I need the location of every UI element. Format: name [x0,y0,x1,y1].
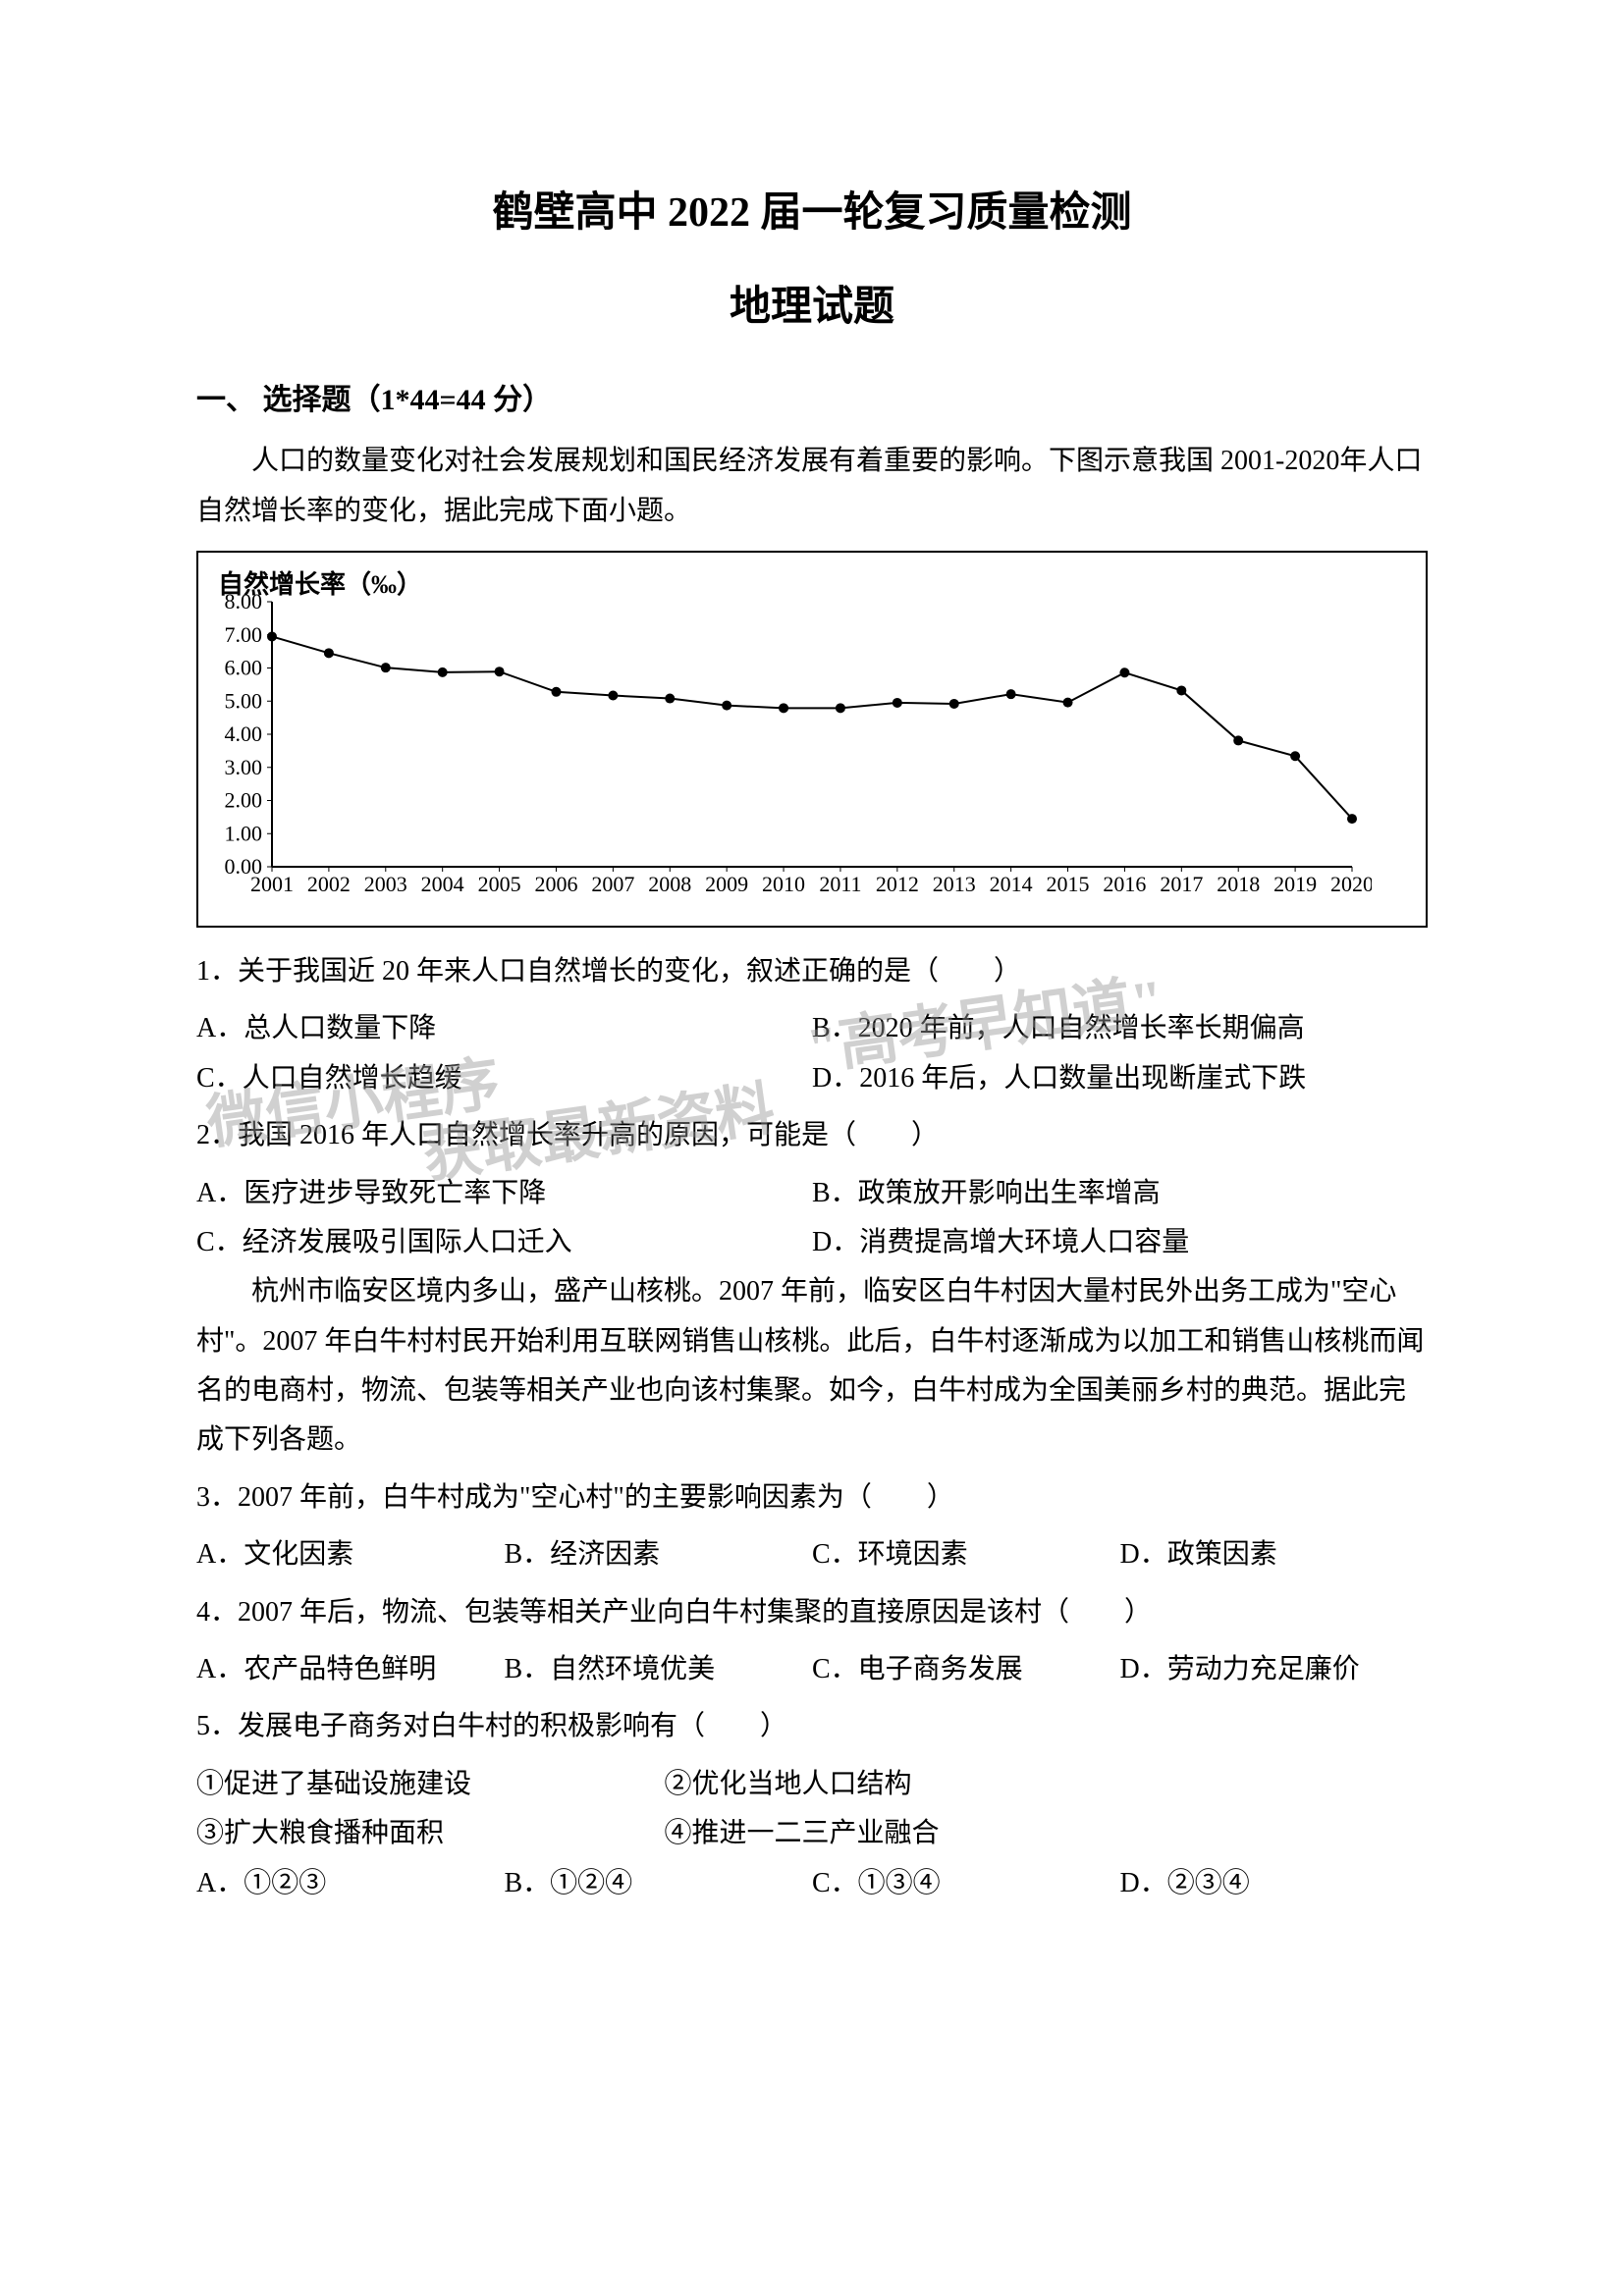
page-title: 鹤壁高中 2022 届一轮复习质量检测 [196,177,1428,251]
svg-text:2005: 2005 [478,872,521,896]
q5-option-a: A．①②③ [196,1859,505,1908]
svg-text:2014: 2014 [990,872,1033,896]
q5-statement-2: ②优化当地人口结构 [665,1760,1158,1809]
svg-text:2018: 2018 [1217,872,1260,896]
q5-statement-1: ①促进了基础设施建设 [196,1760,665,1809]
q2-option-b: B．政策放开影响出生率增高 [812,1169,1428,1218]
svg-text:8.00: 8.00 [225,589,263,614]
svg-text:2009: 2009 [705,872,748,896]
q5-statement-4: ④推进一二三产业融合 [665,1809,1158,1858]
q4-option-c: C．电子商务发展 [812,1645,1120,1694]
svg-text:7.00: 7.00 [225,622,263,647]
q5-option-c: C．①③④ [812,1859,1120,1908]
q5-statement-3: ③扩大粮食播种面积 [196,1809,665,1858]
intro-paragraph: 人口的数量变化对社会发展规划和国民经济发展有着重要的影响。下图示意我国 2001… [196,437,1428,536]
q4-option-a: A．农产品特色鲜明 [196,1645,505,1694]
question-5-stem: 5．发展电子商务对白牛村的积极影响有（ ） [196,1702,1428,1751]
svg-text:2006: 2006 [534,872,577,896]
q3-option-a: A．文化因素 [196,1530,505,1579]
svg-text:2008: 2008 [648,872,691,896]
question-1-stem: 1．关于我国近 20 年来人口自然增长的变化，叙述正确的是（ ） [196,947,1428,996]
growth-rate-chart: 自然增长率（‰） 0.001.002.003.004.005.006.007.0… [196,551,1428,928]
svg-text:2013: 2013 [933,872,976,896]
q2-option-a: A．医疗进步导致死亡率下降 [196,1169,812,1218]
q4-option-d: D．劳动力充足廉价 [1120,1645,1429,1694]
chart-svg: 0.001.002.003.004.005.006.007.008.002001… [213,572,1372,906]
svg-text:2011: 2011 [819,872,861,896]
q5-option-d: D．②③④ [1120,1859,1429,1908]
q2-option-c: C．经济发展吸引国际人口迁入 [196,1218,812,1267]
svg-text:2.00: 2.00 [225,787,263,812]
q3-option-c: C．环境因素 [812,1530,1120,1579]
question-3-stem: 3．2007 年前，白牛村成为"空心村"的主要影响因素为（ ） [196,1473,1428,1522]
svg-text:2015: 2015 [1047,872,1090,896]
q1-option-a: A．总人口数量下降 [196,1004,812,1053]
svg-text:1.00: 1.00 [225,821,263,845]
q1-option-b: B．2020 年前，人口自然增长率长期偏高 [812,1004,1428,1053]
svg-text:2017: 2017 [1160,872,1203,896]
svg-text:2004: 2004 [421,872,464,896]
page-subtitle: 地理试题 [196,271,1428,346]
svg-text:2007: 2007 [591,872,634,896]
svg-text:2019: 2019 [1273,872,1317,896]
svg-text:2020: 2020 [1330,872,1372,896]
svg-text:4.00: 4.00 [225,721,263,746]
svg-text:2001: 2001 [250,872,294,896]
svg-text:2010: 2010 [762,872,805,896]
q1-option-d: D．2016 年后，人口数量出现断崖式下跌 [812,1054,1428,1103]
section-header: 一、 选择题（1*44=44 分） [196,374,1428,427]
q3-option-d: D．政策因素 [1120,1530,1429,1579]
q5-option-b: B．①②④ [505,1859,813,1908]
svg-text:3.00: 3.00 [225,755,263,779]
svg-text:2016: 2016 [1103,872,1146,896]
passage-2: 杭州市临安区境内多山，盛产山核桃。2007 年前，临安区白牛村因大量村民外出务工… [196,1267,1428,1466]
svg-text:2003: 2003 [364,872,407,896]
q1-option-c: C．人口自然增长趋缓 [196,1054,812,1103]
q4-option-b: B．自然环境优美 [505,1645,813,1694]
svg-text:5.00: 5.00 [225,688,263,713]
svg-text:2012: 2012 [876,872,919,896]
question-2-stem: 2．我国 2016 年人口自然增长率升高的原因，可能是（ ） [196,1111,1428,1160]
q3-option-b: B．经济因素 [505,1530,813,1579]
svg-text:2002: 2002 [307,872,351,896]
svg-text:6.00: 6.00 [225,655,263,679]
question-4-stem: 4．2007 年后，物流、包装等相关产业向白牛村集聚的直接原因是该村（ ） [196,1588,1428,1637]
q2-option-d: D．消费提高增大环境人口容量 [812,1218,1428,1267]
